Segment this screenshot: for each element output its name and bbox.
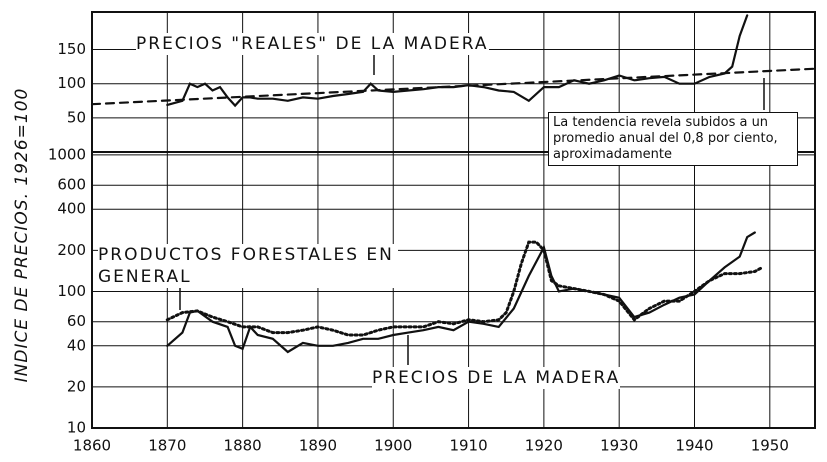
y-tick-label: 400 — [57, 200, 86, 218]
series-label: PRECIOS DE LA MADERA — [372, 367, 621, 389]
x-tick-label: 1900 — [374, 437, 412, 455]
y-tick-label: 20 — [67, 377, 86, 395]
y-tick-label: 150 — [57, 40, 86, 58]
x-tick-label: 1940 — [675, 437, 713, 455]
x-tick-label: 1890 — [299, 437, 337, 455]
series-line — [165, 240, 764, 337]
y-tick-label: 200 — [57, 241, 86, 259]
x-tick-label: 1870 — [148, 437, 186, 455]
x-tick-label: 1930 — [600, 437, 638, 455]
y-tick-label: 1000 — [48, 145, 86, 163]
y-tick-label: 10 — [67, 419, 86, 437]
y-tick-label: 60 — [67, 312, 86, 330]
series-label: PRODUCTOS FORESTALES EN GENERAL — [98, 244, 398, 288]
x-tick-label: 1860 — [73, 437, 111, 455]
arrows — [179, 55, 765, 365]
y-tick-label: 600 — [57, 176, 86, 194]
y-tick-label: 50 — [67, 108, 86, 126]
y-tick-label: 100 — [57, 282, 86, 300]
y-tick-label: 40 — [67, 336, 86, 354]
series-line — [166, 14, 749, 108]
y-tick-label: 100 — [57, 74, 86, 92]
series-line — [166, 231, 756, 354]
x-tick-label: 1910 — [449, 437, 487, 455]
y-axis-label: INDICE DE PRECIOS. 1926=100 — [12, 88, 32, 383]
x-tick-label: 1920 — [525, 437, 563, 455]
series-label: PRECIOS "REALES" DE LA MADERA — [136, 33, 489, 55]
x-tick-label: 1950 — [751, 437, 789, 455]
x-tick-label: 1880 — [224, 437, 262, 455]
annotation: La tendencia revela subidos a un promedi… — [548, 112, 798, 166]
